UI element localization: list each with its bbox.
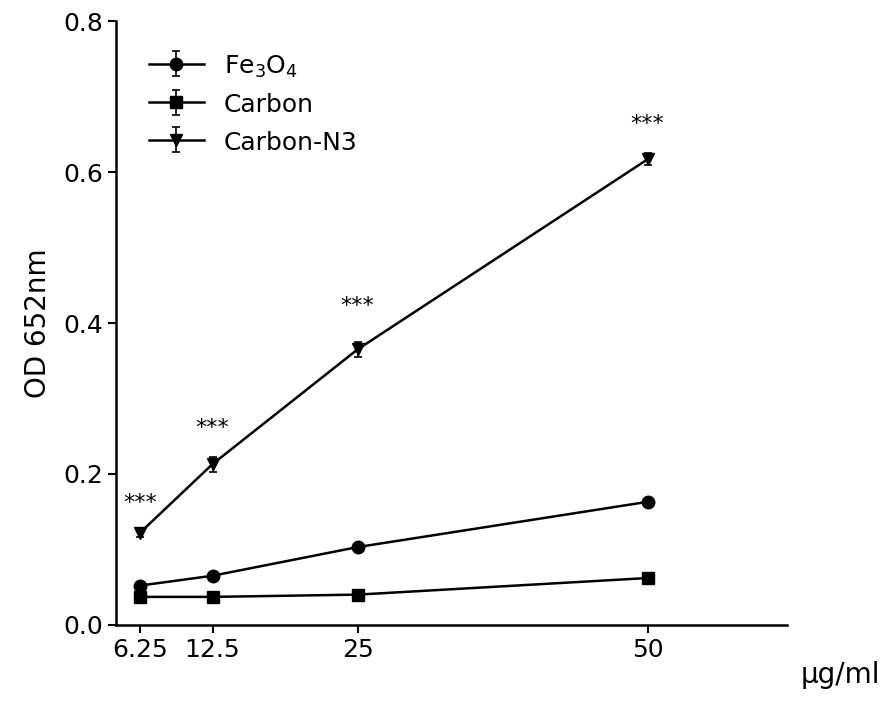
Text: ***: *** xyxy=(123,493,156,513)
Legend: Fe$_3$O$_4$, Carbon, Carbon-N3: Fe$_3$O$_4$, Carbon, Carbon-N3 xyxy=(136,41,370,167)
Y-axis label: OD 652nm: OD 652nm xyxy=(24,248,52,398)
Text: ***: *** xyxy=(196,417,230,437)
Text: ***: *** xyxy=(341,295,375,315)
Text: ***: *** xyxy=(630,114,664,134)
Text: μg/ml: μg/ml xyxy=(800,661,880,689)
